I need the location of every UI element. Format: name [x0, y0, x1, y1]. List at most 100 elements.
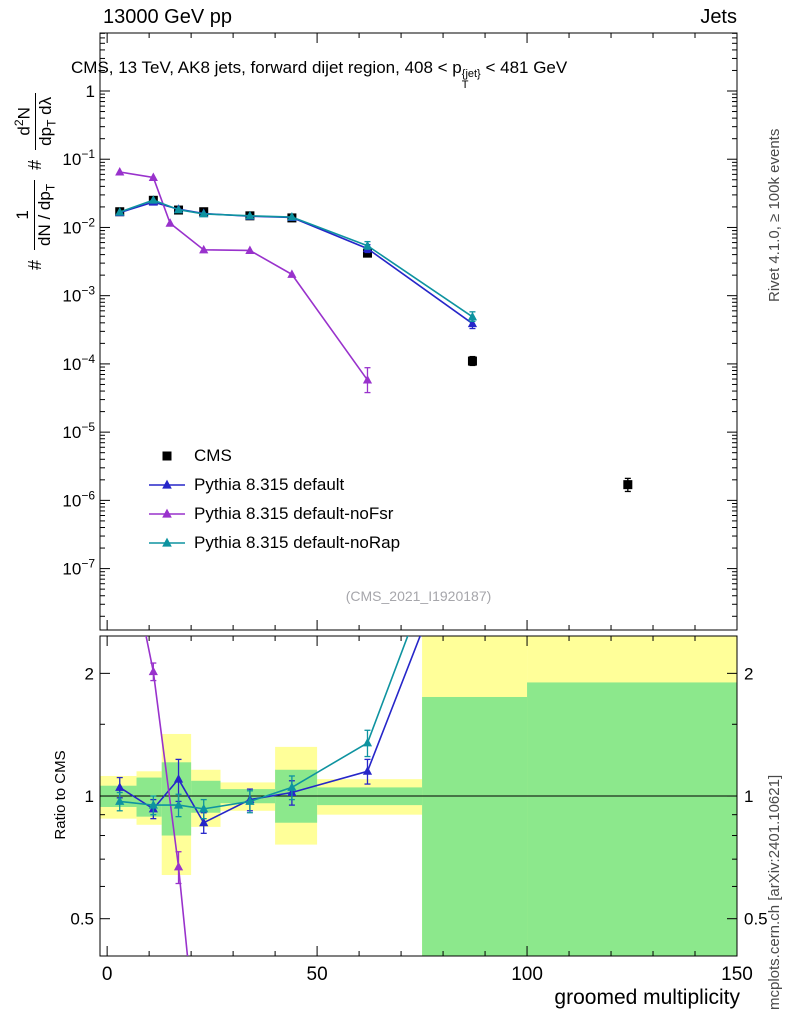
data-point-triangle [199, 208, 209, 218]
legend-label: Pythia 8.315 default-noRap [194, 532, 401, 552]
y-tick-label: 1 [86, 82, 95, 101]
legend-line-triangle-marker-icon [149, 479, 185, 489]
y-tick-label: 10−5 [62, 420, 95, 442]
x-axis-title: groomed multiplicity [554, 986, 740, 1009]
ratio-series-line [145, 636, 189, 956]
plot-title-text: CMS, 13 TeV, AK8 jets, forward dijet reg… [71, 58, 462, 77]
exponent: −1 [81, 147, 95, 161]
ratio-y-tick-label: 0.5 [70, 910, 94, 929]
ratio-y-tick-label-right: 2 [744, 664, 753, 683]
ratio-y-tick-label: 2 [85, 664, 94, 683]
data-point-triangle [148, 666, 158, 676]
legend-marker [162, 508, 172, 518]
data-point-square [623, 480, 633, 490]
x-tick-label: 100 [511, 964, 543, 985]
legend-item: CMS [148, 441, 400, 470]
data-point-triangle [362, 737, 373, 747]
mcplots-reference-label: mcplots.cern.ch [arXiv:2401.10621] [766, 774, 783, 1010]
data-point-triangle [287, 212, 297, 221]
legend-label: CMS [194, 445, 232, 465]
data-point-triangle [173, 774, 184, 783]
y-tick-label: 10−1 [62, 147, 95, 169]
legend-label: Pythia 8.315 default-noFsr [194, 503, 394, 523]
data-point-triangle [362, 766, 373, 775]
data-point-triangle [245, 210, 255, 220]
data-point-triangle [148, 195, 158, 204]
plot-title-text-after: < 481 GeV [480, 58, 568, 77]
y-tick-label: 10−2 [62, 215, 95, 237]
analysis-id-watermark: (CMS_2021_I1920187) [345, 588, 492, 604]
series-line [119, 199, 473, 318]
data-point-triangle [199, 803, 209, 813]
pt-supsub: {jet} T [462, 69, 481, 91]
data-point-triangle [173, 800, 184, 809]
data-point-square [467, 356, 477, 366]
data-point-triangle [199, 817, 209, 827]
differential-fraction: d2N dpT dλ [12, 92, 59, 150]
mantissa: 10 [62, 423, 81, 442]
data-point-triangle [245, 245, 255, 254]
rivet-version-label: Rivet 4.1.0, ≥ 100k events [766, 128, 783, 302]
x-tick-label: 0 [102, 964, 113, 985]
legend-item: Pythia 8.315 default-noFsr [148, 499, 400, 528]
y-tick-label: 10−3 [62, 284, 95, 306]
ratio-series-line [119, 636, 421, 824]
legend-item: Pythia 8.315 default-noRap [148, 528, 400, 557]
ratio-band-green [422, 696, 528, 956]
exponent: −2 [81, 215, 95, 229]
legend-marker [162, 537, 172, 547]
collision-energy-label: 13000 GeV pp [103, 6, 232, 28]
y-tick-label: 10−4 [62, 352, 95, 374]
mantissa: 10 [62, 491, 81, 510]
mantissa: 10 [62, 150, 81, 169]
data-point-triangle [199, 244, 209, 254]
data-point-triangle [115, 166, 125, 176]
data-point-triangle [362, 240, 373, 250]
legend-line-triangle-marker-icon [149, 508, 185, 518]
legend-square-marker-icon [162, 451, 172, 460]
ratio-y-tick-label-right: 0.5 [744, 910, 768, 929]
data-point-triangle [187, 987, 196, 996]
ratio-series [115, 615, 431, 996]
exponent: −6 [81, 488, 95, 502]
exponent: −5 [81, 420, 95, 434]
pt-superscript: {jet} [461, 68, 481, 80]
mantissa: 10 [62, 355, 81, 374]
data-point-triangle [115, 782, 125, 791]
data-point-triangle [115, 207, 125, 216]
data-point-triangle [115, 796, 125, 805]
legend-label: Pythia 8.315 default [194, 474, 345, 494]
data-point-triangle [287, 782, 297, 791]
mantissa: 10 [62, 560, 81, 579]
plot-title: CMS, 13 TeV, AK8 jets, forward dijet reg… [71, 58, 567, 91]
ratio-y-tick-label: 1 [85, 787, 94, 806]
hash-symbol: # [24, 259, 45, 270]
data-point-triangle [287, 269, 297, 278]
data-point-triangle [467, 311, 478, 321]
legend-item: Pythia 8.315 default [148, 470, 400, 499]
legend-marker [162, 451, 172, 460]
x-tick-label: 150 [721, 964, 753, 985]
data-point-triangle [138, 615, 147, 624]
ratio-band-green [527, 682, 737, 956]
ratio-series-line [119, 636, 409, 810]
mantissa: 10 [62, 287, 81, 306]
pt-subscript: T [461, 79, 469, 91]
data-point-triangle [467, 318, 478, 328]
data-point-triangle [173, 861, 184, 871]
main-series [115, 166, 633, 493]
y-tick-label: 10−6 [62, 488, 95, 510]
normalization-fraction: 1 dN / dpT [13, 179, 58, 250]
exponent: −3 [81, 284, 95, 298]
data-point-triangle [422, 615, 431, 624]
exponent: −4 [81, 352, 95, 366]
x-tick-label: 50 [307, 964, 328, 985]
exponent: −7 [81, 557, 95, 571]
data-point-square [362, 248, 372, 258]
mantissa: 10 [62, 218, 81, 237]
data-point-triangle [409, 615, 418, 624]
y-tick-label: 10−7 [62, 557, 95, 579]
data-point-triangle [165, 218, 175, 227]
ratio-y-axis-title: Ratio to CMS [52, 750, 69, 840]
